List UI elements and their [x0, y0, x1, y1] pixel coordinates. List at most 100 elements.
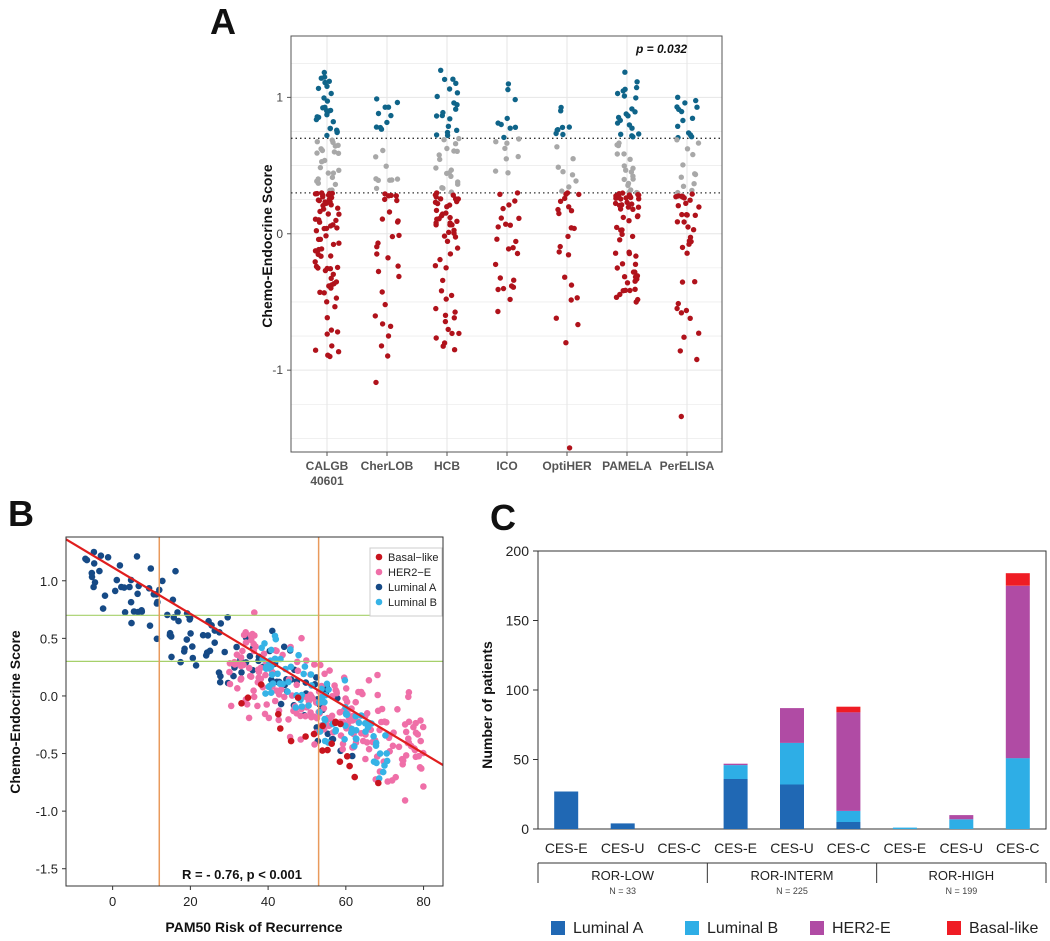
ces-point — [555, 164, 561, 170]
ces-point — [334, 264, 341, 271]
ces-point — [331, 149, 338, 155]
ces-point — [332, 181, 339, 188]
ces-point — [621, 151, 627, 157]
ces-point — [379, 321, 386, 327]
ces-point — [624, 199, 630, 206]
ces-point — [433, 335, 439, 341]
ror-point — [365, 745, 373, 753]
panel-c-ytick-label: 0 — [521, 821, 529, 837]
ces-point — [336, 211, 342, 217]
ces-point — [317, 236, 324, 242]
ces-point — [492, 261, 499, 268]
ror-point — [267, 689, 275, 696]
ces-point — [433, 113, 440, 119]
ror-point — [395, 743, 403, 751]
ror-point — [292, 704, 300, 711]
ces-point — [454, 218, 460, 224]
ror-point — [321, 715, 328, 723]
legend-label: Basal−like — [388, 552, 438, 564]
ror-point — [303, 657, 310, 664]
ces-point — [497, 191, 503, 197]
ces-point — [374, 96, 380, 102]
ces-point — [451, 347, 458, 353]
ror-group-n: N = 225 — [776, 886, 808, 896]
ces-point — [503, 156, 509, 162]
ror-point — [412, 729, 420, 737]
ces-point — [502, 145, 508, 152]
ces-point — [510, 245, 516, 251]
ces-point — [333, 279, 340, 285]
ces-point — [336, 167, 342, 173]
ror-point — [192, 662, 200, 669]
ror-point — [242, 639, 250, 646]
ces-point — [329, 137, 335, 143]
ror-point — [420, 783, 427, 790]
ror-point — [405, 735, 412, 742]
stacked-bar-segment — [892, 827, 917, 829]
ces-point — [443, 210, 449, 216]
ces-point — [634, 79, 640, 85]
ces-point — [452, 309, 458, 315]
ror-point — [331, 682, 338, 689]
ror-point — [227, 702, 235, 710]
ces-point — [690, 227, 697, 233]
ror-point — [336, 709, 344, 716]
ror-group-label: ROR-LOW — [591, 868, 655, 883]
ces-point — [453, 106, 459, 112]
ces-point — [319, 190, 325, 196]
ces-point — [559, 188, 565, 194]
ces-point — [320, 206, 327, 212]
ces-point — [495, 308, 501, 315]
ror-point — [238, 669, 245, 676]
ror-group-label: ROR-INTERM — [750, 868, 833, 883]
ror-point — [211, 639, 218, 646]
ror-point — [230, 672, 237, 680]
ces-point — [633, 299, 639, 305]
ces-point — [495, 224, 501, 230]
ror-point — [111, 587, 119, 595]
panel-b-annotation: R = - 0.76, p < 0.001 — [182, 867, 302, 882]
ces-point — [619, 231, 625, 237]
ces-point — [314, 150, 320, 156]
ces-point — [554, 144, 560, 150]
ror-point — [383, 750, 391, 757]
ror-point — [183, 636, 191, 643]
panel-a-category-label: CherLOB — [361, 459, 414, 473]
legend-label: Luminal A — [388, 582, 437, 594]
ces-point — [334, 329, 341, 335]
ror-point — [284, 688, 291, 695]
ces-point — [621, 274, 628, 280]
ror-point — [146, 622, 154, 629]
panel-b-frame — [65, 536, 444, 887]
ces-point — [679, 211, 685, 218]
legend-label: HER2−E — [388, 567, 431, 579]
stacked-bar-segment — [780, 708, 804, 743]
panel-a-category-label: 40601 — [310, 474, 344, 488]
ces-point — [318, 75, 324, 81]
ces-point — [375, 240, 381, 246]
ces-point — [687, 197, 693, 203]
ces-point — [503, 221, 509, 227]
ror-point — [254, 702, 261, 710]
ror-point — [250, 693, 258, 701]
ror-point — [352, 735, 360, 742]
ces-point — [375, 177, 381, 183]
ces-point — [680, 117, 686, 124]
panel-a-category-label: OptiHER — [542, 459, 592, 473]
ces-point — [504, 115, 510, 122]
ces-point — [441, 137, 447, 143]
ces-point — [318, 253, 324, 259]
ror-point — [277, 655, 284, 663]
ces-point — [636, 131, 642, 137]
ces-point — [378, 126, 385, 132]
ces-point — [448, 292, 455, 299]
ror-point — [274, 670, 281, 678]
ces-point — [450, 76, 456, 82]
ces-point — [679, 279, 686, 285]
ror-point — [383, 757, 391, 765]
ces-point — [506, 202, 512, 208]
stacked-bar-segment — [836, 712, 861, 811]
panel-letter-b: B — [8, 493, 34, 534]
stacked-bar-segment — [723, 763, 748, 766]
ces-point — [629, 233, 636, 240]
